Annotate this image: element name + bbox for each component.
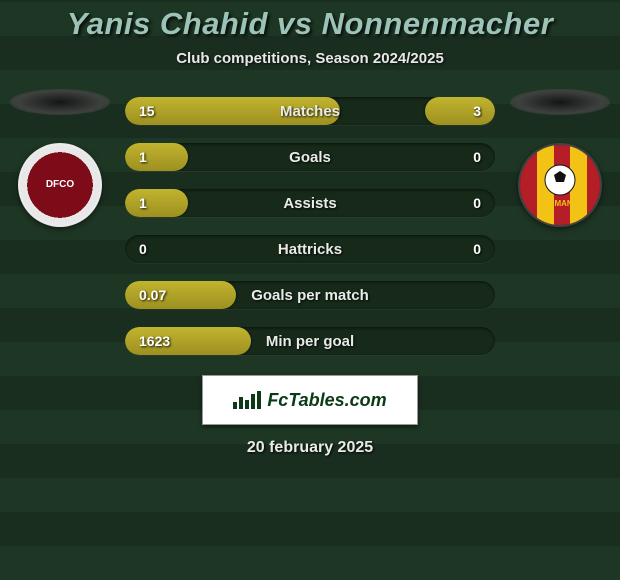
stat-row: 0.07Goals per match	[125, 281, 495, 309]
stat-row: 1Assists0	[125, 189, 495, 217]
player-left-column: DFCO	[10, 89, 110, 227]
stat-rows: 15Matches31Goals01Assists00Hattricks00.0…	[125, 97, 495, 355]
stat-value-right: 0	[473, 195, 481, 211]
club-crest-right-label: LE MANS	[542, 199, 578, 208]
date-label: 20 february 2025	[247, 439, 373, 457]
soccer-ball-icon	[543, 163, 577, 197]
stat-value-right: 3	[473, 103, 481, 119]
bar-chart-icon	[233, 391, 261, 409]
stat-value-right: 0	[473, 241, 481, 257]
club-crest-right-center: LE MANS	[520, 145, 600, 225]
stat-label: Assists	[125, 195, 495, 212]
brand-text: FcTables.com	[267, 390, 386, 411]
page-subtitle: Club competitions, Season 2024/2025	[176, 50, 444, 67]
stat-value-right: 0	[473, 149, 481, 165]
stat-row: 0Hattricks0	[125, 235, 495, 263]
brand-card[interactable]: FcTables.com	[202, 375, 418, 425]
stat-label: Goals per match	[125, 287, 495, 304]
stat-row: 15Matches3	[125, 97, 495, 125]
stat-label: Min per goal	[125, 333, 495, 350]
player-shadow-icon	[10, 89, 110, 115]
stat-row: 1623Min per goal	[125, 327, 495, 355]
stat-label: Hattricks	[125, 241, 495, 258]
stats-area: DFCO LE MANS 15Matches31Goals01Assists00…	[0, 97, 620, 355]
stat-row: 1Goals0	[125, 143, 495, 171]
stat-label: Goals	[125, 149, 495, 166]
club-crest-left-label: DFCO	[46, 180, 74, 190]
stat-label: Matches	[125, 103, 495, 120]
player-right-column: LE MANS	[510, 89, 610, 227]
page-title: Yanis Chahid vs Nonnenmacher	[67, 6, 554, 42]
comparison-card: Yanis Chahid vs Nonnenmacher Club compet…	[0, 0, 620, 580]
club-crest-left: DFCO	[18, 143, 102, 227]
club-crest-right: LE MANS	[518, 143, 602, 227]
player-shadow-icon	[510, 89, 610, 115]
